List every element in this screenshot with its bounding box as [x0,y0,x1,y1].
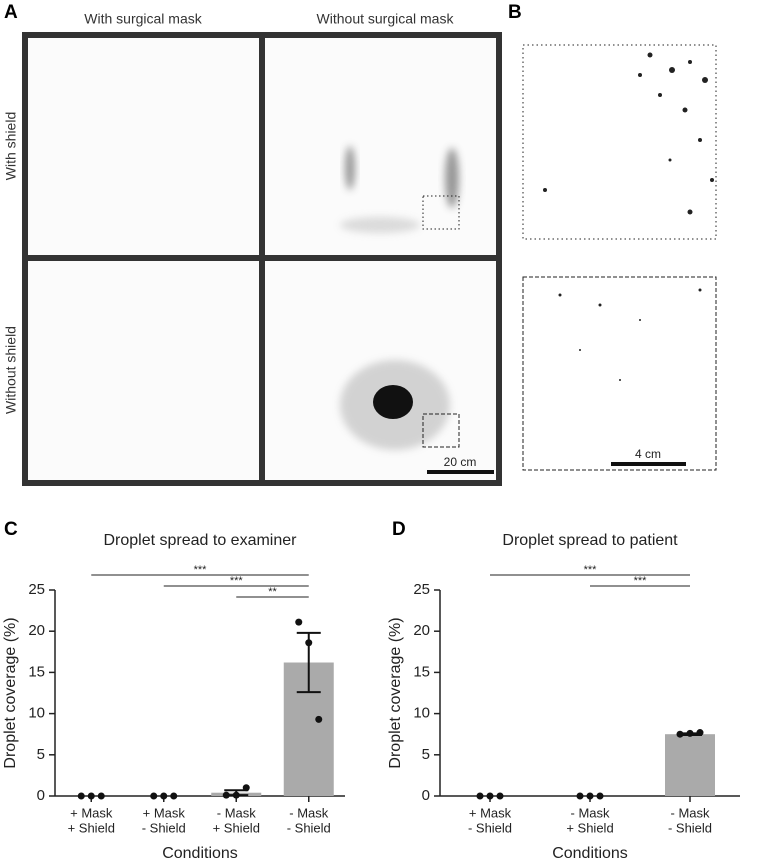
y-tick-label: 15 [28,663,45,680]
data-point [476,792,484,800]
panel-label: D [392,519,406,540]
x-tick-label: + Shield [566,820,613,835]
data-point [576,792,584,800]
data-point [295,618,303,626]
panel-a-images [22,32,502,486]
x-tick-label: - Mask [571,805,611,820]
x-tick-label: - Shield [668,820,712,835]
y-tick-label: 20 [28,622,45,639]
data-point [696,729,704,737]
scale-bar-label: 4 cm [635,447,661,461]
y-tick-label: 25 [28,581,45,598]
column-label: Without surgical mask [317,11,455,27]
significance-label: *** [230,575,244,587]
data-point [242,784,250,792]
x-tick-label: + Shield [68,820,115,835]
panel-label: A [4,2,18,23]
data-point [496,792,504,800]
x-tick-label: + Mask [143,805,186,820]
x-tick-label: + Mask [70,805,113,820]
x-tick-label: - Shield [142,820,186,835]
data-point [596,792,604,800]
x-tick-label: + Mask [469,805,512,820]
y-tick-label: 5 [422,746,430,763]
significance-label: *** [634,575,648,587]
column-label: With surgical mask [84,11,202,27]
significance-label: ** [268,586,277,598]
significance-label: *** [194,564,208,576]
x-tick-label: - Mask [289,805,329,820]
data-point [97,792,105,800]
data-point [170,792,178,800]
chart-title: Droplet spread to patient [502,532,678,549]
y-tick-label: 10 [28,705,45,722]
scale-bar-label: 20 cm [444,455,477,469]
y-tick-label: 0 [422,787,430,804]
panel-b-images [522,44,717,471]
x-tick-label: - Mask [671,805,711,820]
significance-label: *** [584,564,598,576]
panel-label: C [4,519,18,540]
bar [665,734,715,796]
x-axis-label: Conditions [552,845,628,862]
data-point [232,791,240,799]
data-point [222,791,230,799]
y-tick-label: 20 [413,622,430,639]
y-axis-label: Droplet coverage (%) [387,617,404,768]
data-point [305,639,313,647]
x-tick-label: - Shield [468,820,512,835]
x-axis-label: Conditions [162,845,238,862]
y-tick-label: 25 [413,581,430,598]
data-point [160,792,168,800]
data-point [150,792,158,800]
y-tick-label: 0 [37,787,45,804]
y-tick-label: 10 [413,705,430,722]
data-point [586,792,594,800]
data-point [315,715,323,723]
y-tick-label: 5 [37,746,45,763]
row-label: With shield [3,112,19,180]
chart-title: Droplet spread to examiner [104,532,298,549]
y-axis-label: Droplet coverage (%) [2,617,19,768]
data-point [686,729,694,737]
x-tick-label: - Mask [217,805,257,820]
data-point [87,792,95,800]
data-point [486,792,494,800]
data-point [77,792,85,800]
row-label: Without shield [3,326,19,414]
y-tick-label: 15 [413,663,430,680]
x-tick-label: - Shield [287,820,331,835]
data-point [676,730,684,738]
x-tick-label: + Shield [213,820,260,835]
panel-label: B [508,2,522,23]
